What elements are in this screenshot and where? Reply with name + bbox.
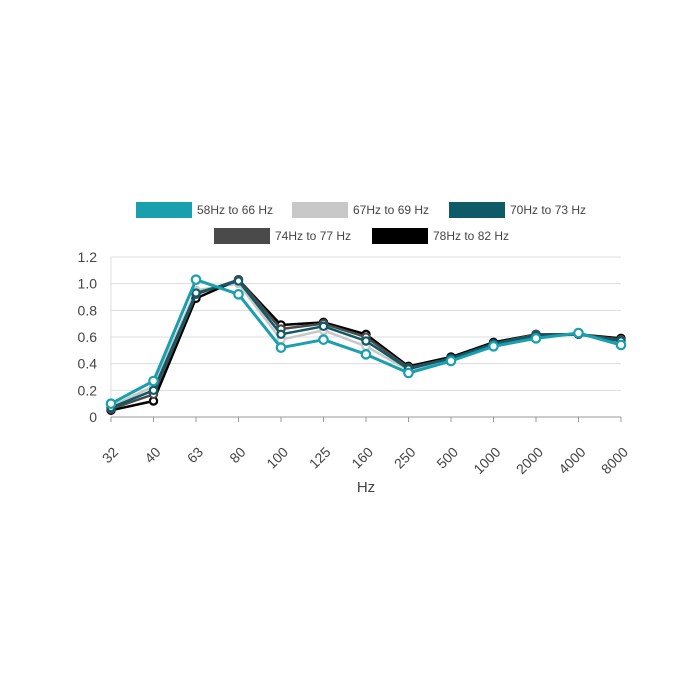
x-tick-label: 32 bbox=[99, 444, 121, 466]
x-axis-title: Hz bbox=[357, 479, 375, 496]
legend-swatch bbox=[136, 202, 192, 218]
x-tick-label: 100 bbox=[263, 444, 291, 472]
data-point bbox=[233, 289, 244, 300]
data-point bbox=[190, 274, 202, 285]
x-tick-label: 40 bbox=[141, 444, 163, 466]
legend-item: 74Hz to 77 Hz bbox=[214, 228, 351, 244]
x-tick-label: 4000 bbox=[555, 444, 588, 477]
y-tick-label: 0.6 bbox=[78, 329, 98, 345]
legend-swatch bbox=[449, 202, 505, 218]
x-tick-label: 1000 bbox=[470, 444, 503, 477]
legend: 58Hz to 66 Hz 67Hz to 69 Hz 70Hz to 73 Hz7… bbox=[136, 202, 586, 244]
x-tick-label: 8000 bbox=[598, 444, 631, 477]
legend-item: 70Hz to 73 Hz bbox=[449, 202, 586, 218]
data-point bbox=[488, 341, 499, 352]
data-point bbox=[276, 329, 286, 340]
data-point bbox=[275, 342, 287, 353]
y-tick-label: 1.2 bbox=[78, 249, 98, 265]
legend-label: 67Hz to 69 Hz bbox=[353, 203, 429, 217]
x-tick-label: 80 bbox=[226, 444, 248, 466]
y-tick-label: 0 bbox=[89, 409, 97, 425]
data-point bbox=[148, 385, 159, 396]
x-tick-label: 125 bbox=[306, 444, 334, 472]
data-point bbox=[403, 367, 414, 379]
data-point bbox=[318, 321, 329, 332]
data-point bbox=[233, 276, 244, 286]
legend-label: 58Hz to 66 Hz bbox=[197, 203, 273, 217]
legend-label: 70Hz to 73 Hz bbox=[510, 203, 586, 217]
data-point bbox=[318, 334, 329, 345]
x-tick-label: 63 bbox=[184, 444, 206, 466]
data-point bbox=[105, 398, 117, 409]
data-point bbox=[148, 375, 159, 387]
legend-swatch bbox=[214, 228, 270, 244]
x-tick-label: 500 bbox=[433, 444, 461, 472]
x-tick-label: 250 bbox=[391, 444, 419, 472]
y-tick-label: 1.0 bbox=[78, 276, 98, 292]
legend-item: 67Hz to 69 Hz bbox=[292, 202, 429, 218]
data-point bbox=[615, 339, 627, 351]
data-point bbox=[191, 288, 201, 298]
y-axis: 0 0.2 0.4 0.6 0.8 1.0 1.2 bbox=[78, 249, 98, 425]
x-axis: 32 40 63 80 100 125 160 250 500 1000 2000 4000 8000 bbox=[99, 417, 631, 477]
y-tick-label: 0.4 bbox=[78, 356, 98, 372]
legend-swatch bbox=[292, 202, 348, 218]
legend-label: 78Hz to 82 Hz bbox=[433, 229, 509, 243]
data-point bbox=[361, 336, 371, 346]
data-point bbox=[573, 327, 584, 339]
legend-label: 74Hz to 77 Hz bbox=[275, 229, 351, 243]
x-tick-label: 160 bbox=[348, 444, 376, 472]
legend-swatch bbox=[372, 228, 428, 244]
data-point bbox=[530, 333, 542, 344]
legend-item: 58Hz to 66 Hz bbox=[136, 202, 273, 218]
data-point bbox=[445, 355, 457, 367]
series-group bbox=[105, 274, 627, 416]
x-tick-label: 2000 bbox=[513, 444, 546, 477]
series-1 bbox=[105, 274, 627, 409]
data-point bbox=[360, 349, 372, 360]
y-tick-label: 0.8 bbox=[78, 302, 98, 318]
series-3 bbox=[106, 276, 626, 413]
legend-item: 78Hz to 82 Hz bbox=[372, 228, 509, 244]
y-tick-label: 0.2 bbox=[78, 382, 98, 398]
